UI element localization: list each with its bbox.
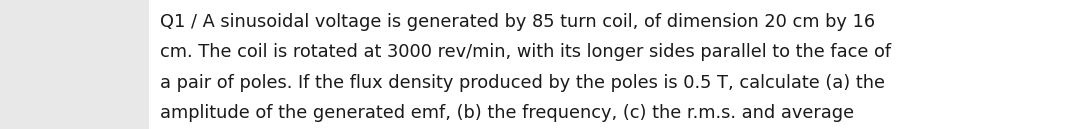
Text: a pair of poles. If the flux density produced by the poles is 0.5 T, calculate (: a pair of poles. If the flux density pro… bbox=[160, 74, 885, 92]
Text: Q1 / A sinusoidal voltage is generated by 85 turn coil, of dimension 20 cm by 16: Q1 / A sinusoidal voltage is generated b… bbox=[160, 13, 875, 31]
Text: amplitude of the generated emf, (b) the frequency, (c) the r.m.s. and average: amplitude of the generated emf, (b) the … bbox=[160, 104, 854, 122]
Text: cm. The coil is rotated at 3000 rev/min, with its longer sides parallel to the f: cm. The coil is rotated at 3000 rev/min,… bbox=[160, 43, 891, 61]
FancyBboxPatch shape bbox=[0, 0, 149, 129]
